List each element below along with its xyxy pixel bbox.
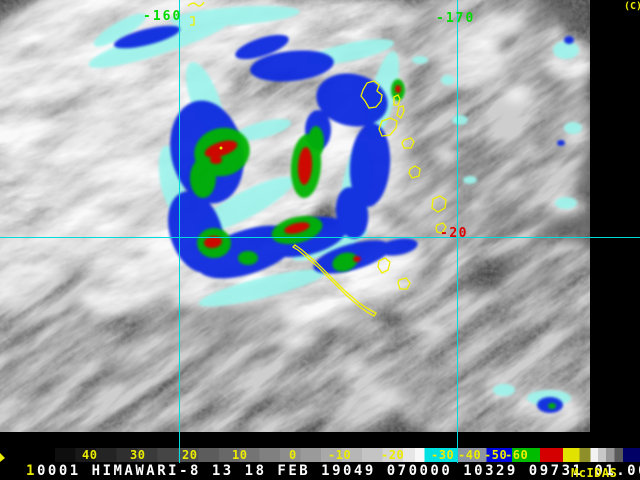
latitude-gridline	[0, 237, 640, 238]
latitude-label: -20	[440, 226, 468, 241]
raster-margin-bottom	[0, 432, 590, 448]
longitude-label: -170	[436, 11, 476, 26]
cursor-mark	[0, 453, 5, 462]
copyright-label: (C)	[624, 1, 640, 12]
coastline-lifou	[377, 257, 391, 274]
colorbar-label: -40	[458, 448, 482, 462]
coastline-santo	[360, 80, 383, 109]
coastline-fragment-left	[190, 16, 195, 26]
raster-margin-right	[590, 0, 640, 448]
mcidas-brand-label: McIDAS	[571, 466, 618, 480]
cloud-raster	[0, 0, 640, 448]
coastline-pentecost	[396, 105, 405, 120]
colorbar-label: -30	[431, 448, 455, 462]
colorbar-gradient	[55, 448, 640, 462]
colorbar-label: -60	[505, 448, 529, 462]
coastline-erromango	[435, 222, 447, 234]
coastline-mare	[397, 277, 411, 290]
longitude-label: -160	[143, 9, 183, 24]
colorbar-label: -10	[328, 448, 352, 462]
coastline-fragment-top	[187, 1, 205, 7]
colorbar-label: 20	[182, 448, 198, 462]
colorbar-label: -50	[484, 448, 508, 462]
coastline-efate	[431, 195, 447, 213]
longitude-gridline-170	[457, 0, 458, 463]
coastline-epi	[408, 165, 421, 179]
colorbar-label: 10	[232, 448, 248, 462]
status-bar: 1 0001 HIMAWARI-8 13 18 FEB 19049 070000…	[0, 463, 640, 480]
frame-number: 1	[26, 463, 35, 479]
coastline-grande-terre	[291, 244, 377, 317]
colorbar-label: 30	[130, 448, 146, 462]
temperature-colorbar: 40 30 20 10 0 -10 -20 -30 -40 -50 -60	[0, 448, 640, 462]
satellite-image[interactable]	[0, 0, 640, 448]
coastline-overlay	[187, 1, 447, 317]
coastline-ambrym	[401, 137, 415, 149]
colorbar-label: 0	[289, 448, 297, 462]
longitude-gridline-160	[179, 0, 180, 463]
colorbar-label: -20	[381, 448, 405, 462]
hot-pixel-marker	[219, 146, 223, 150]
coastline-malakula	[378, 117, 398, 137]
colorbar-label: 40	[82, 448, 98, 462]
coastline-maewo	[393, 94, 401, 106]
image-info-text: 0001 HIMAWARI-8 13 18 FEB 19049 070000 1…	[37, 463, 640, 479]
